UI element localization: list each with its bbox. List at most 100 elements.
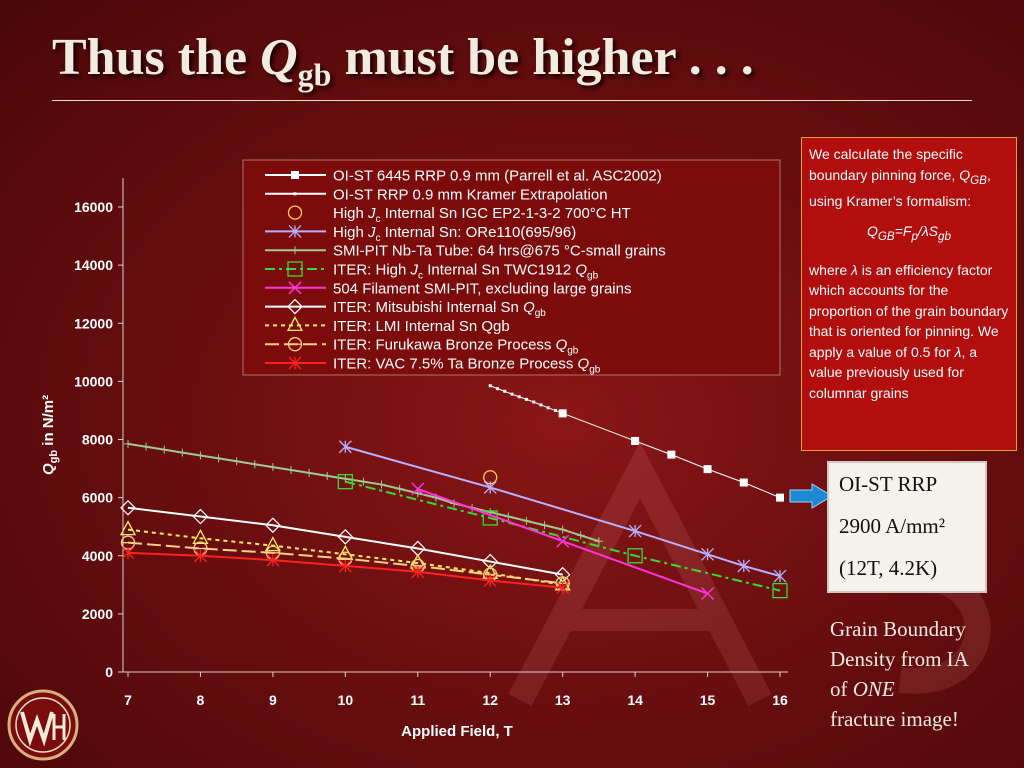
data-point	[395, 484, 404, 493]
grain-l2: Density from IA	[830, 647, 969, 671]
legend-item: ITER: High Jc Internal Sn TWC1912 Qgb	[265, 261, 599, 282]
data-point	[193, 549, 207, 563]
legend-marker	[288, 281, 302, 295]
data-point	[268, 463, 277, 472]
data-point	[576, 531, 585, 540]
legend-label-part: Internal Sn IGC EP2-1-3-2 700°C HT	[381, 205, 631, 222]
legend-item: OI-ST 6445 RRP 0.9 mm (Parrell et al. AS…	[265, 168, 662, 185]
data-point	[338, 440, 352, 454]
slide-title: Thus the Qgb must be higher . . .	[52, 28, 754, 93]
legend-item: ITER: VAC 7.5% Ta Bronze Process Qgb	[265, 356, 601, 376]
data-point	[341, 474, 350, 483]
info-p1-a: We calculate the specific boundary pinni…	[809, 146, 963, 183]
x-tick-label: 7	[124, 692, 132, 708]
x-tick-label: 14	[627, 692, 643, 708]
legend-label-part: High	[333, 205, 368, 222]
legend-box	[242, 159, 781, 376]
legend-label: High Jc Internal Sn IGC EP2-1-3-2 700°C …	[333, 205, 631, 225]
legend-label-part: ITER: Furukawa Bronze Process	[333, 337, 556, 354]
x-tick-label: 16	[772, 692, 788, 708]
series-line	[345, 445, 781, 578]
info-p1-sub: GB	[970, 173, 987, 187]
data-point	[265, 517, 281, 534]
data-point	[337, 473, 353, 490]
eq-s: S	[928, 223, 939, 240]
y-tick-label: 14000	[74, 257, 113, 273]
legend: OI-ST 6445 RRP 0.9 mm (Parrell et al. AS…	[242, 159, 781, 376]
legend-label: OI-ST RRP 0.9 mm Kramer Extrapolation	[333, 186, 608, 203]
legend-marker	[291, 171, 299, 179]
legend-label-part: c	[376, 214, 381, 225]
info-equation: QGB=Fp/λSgb	[809, 221, 1009, 247]
series-layer	[119, 384, 788, 601]
legend-label: SMI-PIT Nb-Ta Tube: 64 hrs@675 °C-small …	[333, 243, 666, 260]
series-line	[127, 506, 563, 576]
data-point	[495, 387, 499, 391]
title-q: Q	[260, 29, 298, 86]
legend-label: ITER: Furukawa Bronze Process Qgb	[333, 337, 579, 357]
legend-label-part: ITER: VAC 7.5% Ta Bronze Process	[333, 356, 578, 373]
legend-label-part: Q	[578, 356, 590, 373]
data-point	[119, 520, 137, 536]
legend-label-part: Q	[523, 299, 535, 316]
series-6	[411, 482, 715, 601]
info-p2-lambda: λ	[851, 261, 858, 278]
info-box: We calculate the specific boundary pinni…	[801, 137, 1017, 451]
grain-l1: Grain Boundary	[830, 617, 966, 641]
y-tick-label: 10000	[74, 373, 113, 389]
data-point	[556, 581, 570, 595]
grain-l3-a: of	[830, 677, 853, 701]
data-point	[266, 553, 280, 567]
legend-label: High Jc Internal Sn: ORe110(695/96)	[333, 224, 576, 244]
info-p2-lambda2: λ	[954, 343, 962, 360]
series-line	[345, 480, 781, 592]
series-4	[124, 439, 603, 546]
data-point	[540, 521, 549, 530]
grain-l3: of ONE	[830, 674, 1020, 704]
data-point	[305, 468, 314, 477]
series-1	[488, 384, 565, 415]
title-sub: gb	[297, 56, 332, 93]
x-tick-label: 15	[700, 692, 716, 708]
data-point	[522, 516, 531, 525]
legend-label-part: gb	[589, 365, 601, 376]
y-axis-label-sub: gb	[48, 450, 60, 464]
data-point	[142, 442, 151, 451]
legend-label-part: J	[367, 205, 376, 222]
legend-label-part: gb	[535, 308, 547, 319]
data-point	[739, 478, 748, 487]
legend-label: OI-ST 6445 RRP 0.9 mm (Parrell et al. AS…	[333, 168, 662, 185]
y-axis-label-q: Q	[40, 463, 57, 475]
data-point	[772, 582, 788, 599]
legend-item: High Jc Internal Sn: ORe110(695/96)	[265, 224, 576, 244]
legend-label-part: Q	[556, 337, 568, 354]
legend-item: 504 Filament SMI-PIT, excluding large gr…	[265, 280, 631, 297]
eq-lhs-sub: GB	[877, 230, 895, 244]
series-line	[127, 528, 563, 586]
oi-st-rrp-box: OI-ST RRP 2900 A/mm² (12T, 4.2K)	[827, 461, 987, 593]
info-p2: where λ is an efficiency factor which ac…	[809, 260, 1009, 404]
grain-boundary-note: Grain Boundary Density from IA of ONE fr…	[830, 614, 1020, 734]
data-point	[411, 482, 425, 496]
data-point	[323, 471, 332, 480]
legend-label: ITER: LMI Internal Sn Qgb	[333, 318, 510, 335]
data-point	[196, 451, 205, 460]
data-point	[628, 524, 642, 538]
data-point	[232, 457, 241, 466]
series-10	[121, 546, 570, 595]
info-p1-q: Q	[959, 166, 971, 183]
legend-marker	[293, 192, 297, 196]
data-point	[703, 465, 712, 474]
info-p2-a: where	[809, 261, 852, 278]
data-point	[631, 436, 640, 445]
y-axis-label: Qgb in N/m²	[40, 395, 60, 475]
data-point	[120, 499, 136, 516]
data-point	[192, 528, 209, 544]
legend-marker	[287, 337, 303, 352]
data-point	[558, 525, 567, 534]
legend-item: ITER: Furukawa Bronze Process Qgb	[265, 337, 579, 357]
y-axis-label-unit: in N/m²	[40, 395, 57, 450]
y-tick-label: 4000	[82, 548, 113, 564]
data-point	[510, 392, 514, 396]
title-rule	[52, 100, 972, 101]
